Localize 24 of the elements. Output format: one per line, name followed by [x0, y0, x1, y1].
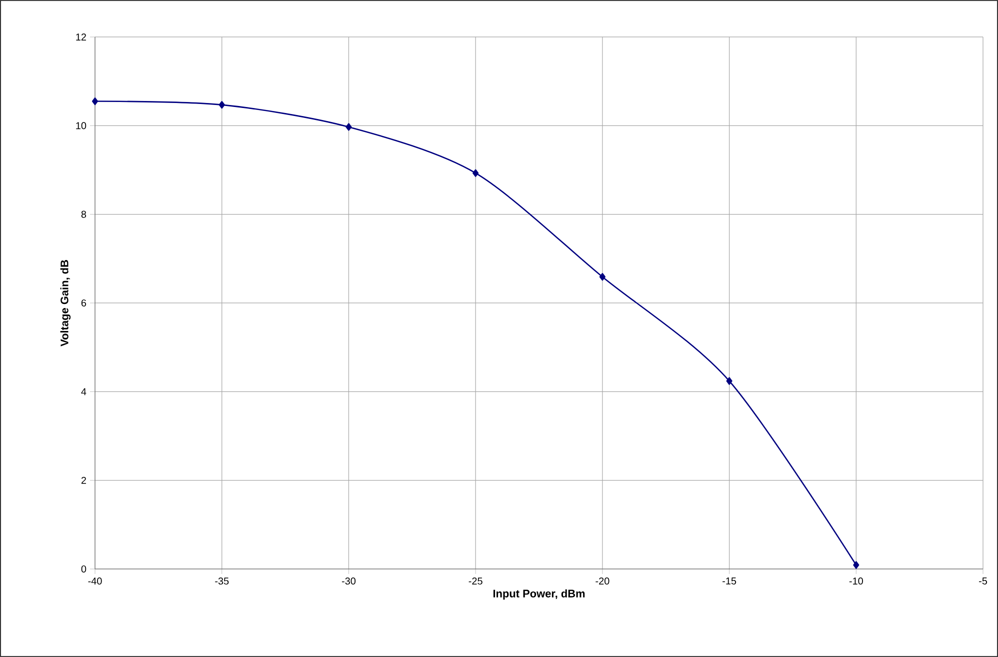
point — [853, 561, 860, 569]
x-tick-label: -15 — [722, 578, 736, 584]
point — [472, 169, 479, 177]
y-tick-label: 2 — [81, 476, 86, 484]
x-tick-label: -10 — [849, 578, 863, 585]
y-tick-label: 10 — [76, 122, 86, 130]
point — [218, 100, 225, 109]
y-tick-label: 6 — [81, 299, 86, 307]
x-tick-label: -5 — [979, 578, 988, 584]
point — [92, 97, 98, 106]
x-axis-title: Input Power, dBm — [493, 589, 585, 600]
point — [599, 272, 606, 281]
x-tick-label: -20 — [596, 578, 610, 585]
y-tick-label: 8 — [81, 210, 86, 218]
y-axis-title: Voltage Gain, dB — [60, 260, 71, 346]
point — [726, 377, 732, 385]
y-tick-label: 12 — [76, 34, 86, 40]
y-tick-label: 4 — [81, 388, 86, 396]
point — [346, 123, 352, 131]
x-tick-label: -40 — [88, 578, 102, 585]
y-tick-label: 0 — [81, 565, 86, 573]
x-tick-label: -30 — [342, 578, 356, 585]
x-tick-label: -25 — [468, 578, 482, 585]
x-tick-label: -35 — [215, 578, 229, 585]
